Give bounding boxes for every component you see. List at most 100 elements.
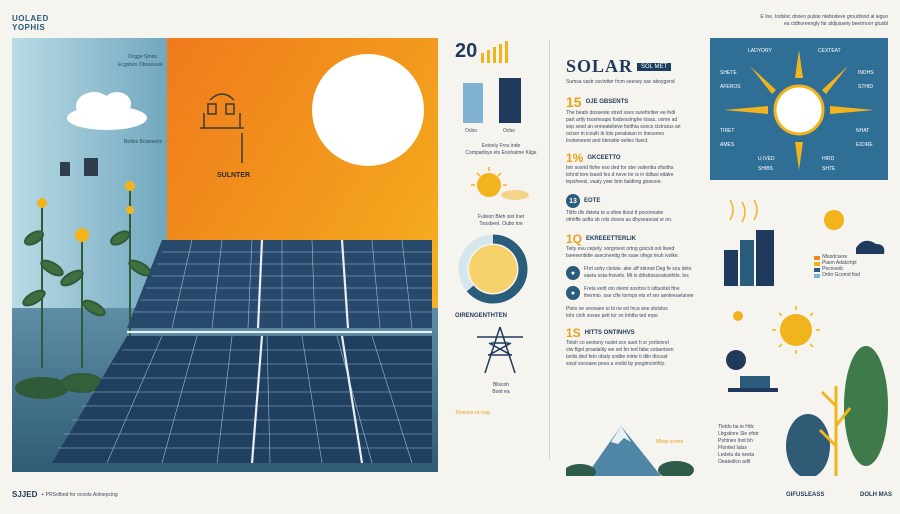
section-8-number: 1S: [566, 326, 581, 340]
box-label-mr2: STHID: [858, 84, 873, 90]
box-label-bc4: SHTE: [822, 166, 836, 172]
panel-label: SULNTER: [217, 172, 251, 179]
right-top-text-line: E Ine, Iodsloc dnoeo pulste ntebodeve gr…: [760, 14, 888, 20]
box-label-br1: NHAT: [856, 128, 870, 134]
section-5-icon: ●: [566, 266, 580, 280]
bottom-list-item: Lbgstinre Sle ofotr: [718, 431, 759, 437]
middle-column: 20 Ocbo Ocbo Extooly Fros inde Compariby…: [455, 40, 547, 470]
section-5: ● Fhrt sohy cleiote. aler aff stinnet De…: [566, 266, 696, 280]
hero-panel: Bodes Bcsiesetis SULNTER Ocgge Smoo Ecgs…: [12, 38, 438, 472]
box-label-ml1: SHETE: [720, 70, 737, 76]
heat-bars-illustration: [724, 200, 885, 286]
section-6: ● Freta vedt oto olemt sosrtos ti sittuo…: [566, 286, 696, 300]
box-label-br2: EICIRE: [856, 142, 873, 148]
section-3-line: Tiltfo dls dsteta te a oltoe tkost tt po…: [566, 210, 664, 216]
lamp-icon: [200, 93, 244, 163]
article-subtitle: Sumsa vastr ssviotter frcm seesey sav ab…: [566, 79, 675, 85]
bottom-list: Tleldo ba ie Hdc Lbgstinre Sle ofotr Psh…: [718, 424, 759, 466]
section-4-number: 1Q: [566, 232, 583, 246]
mid-caption-1b: Comparibys ets Enohaime Kilge: [465, 150, 537, 156]
box-label-bl1: TIRET: [720, 128, 735, 134]
plant-icon: [15, 188, 152, 399]
section-5-line: saeta ssta-frsivels. Mt is dihsttsssoats…: [584, 273, 689, 279]
article-bottom-label: Mbas ocens: [656, 439, 683, 445]
section-1-head: OJE GBSENTS: [585, 99, 629, 105]
landscape-illustration: [726, 306, 888, 476]
bar-chart-icon: [463, 78, 521, 123]
bars-icon: [481, 41, 509, 63]
bar-label-2: Ocbo: [502, 128, 515, 134]
section-3-number: 13: [566, 194, 580, 208]
article-title: SOLAR: [566, 56, 634, 76]
section-2-line: tohnd tore tsaod fes d nove tor is in ti…: [566, 172, 674, 178]
section-4-head: EKREEETTERLIK: [586, 236, 637, 242]
box-label-bc1: U IVED: [758, 156, 775, 162]
section-2-head: GKCEETTO: [587, 155, 621, 161]
mid-caption-2b: Tsosbeet. Oubo toe: [479, 221, 523, 227]
footer-logo: SJJED + PRSofbed for ocnots Aoloepcing: [12, 490, 118, 499]
section-8-line: sosd soosaee pesa a vodid by pregimcinth…: [566, 361, 666, 367]
legend-item: Nfsodcsere: [822, 254, 848, 260]
brand-line-1: UOLAED: [12, 14, 49, 23]
section-7: Pleto se seosaee io bi ne ed Inca ane st…: [566, 306, 696, 320]
mid-footer-label: Tosesoe ra rrog: [455, 410, 490, 416]
section-3-head: EOTE: [584, 198, 601, 204]
brand-line-2: YOPHIS: [12, 23, 46, 32]
bottom-list-item: Ledetu da neeta: [718, 452, 755, 458]
bottom-list-item: Oeatedlco adlt: [718, 459, 751, 465]
section-8-line: Totsh co seotony ruslet sce auet h sr yo…: [566, 340, 669, 346]
section-3-line: ofmiffe asfta sb rots dooss as dhyseanoa…: [566, 217, 673, 223]
section-1-line: The beats dosseste stred sses sureforiti…: [566, 110, 676, 116]
section-6-line: thermio. ose clfe tormps ets ef ser aenl…: [584, 293, 694, 299]
column-divider: [549, 40, 550, 460]
box-label-tl: LADYORY: [748, 48, 772, 54]
hero-illustration: [12, 38, 438, 472]
donut-label: OIRENGENTHTEN: [455, 313, 508, 319]
cloud-icon: [67, 92, 147, 130]
section-7-line: tohr ctoh sovee pelt tor sn Inhtlw ted e…: [566, 313, 658, 319]
section-8-line: tsnlis ded feto obaly sodbe mirte ti dti…: [566, 354, 668, 360]
bottom-label-2: DOLH MAS: [860, 492, 892, 498]
donut-chart-icon: [458, 234, 528, 304]
box-label-bc2: SHIBS: [758, 166, 774, 172]
bottom-list-item: Pshtnes Inot bh: [718, 438, 753, 444]
sun-diagram-box: LADYORY CEXTEAT SHETE AFEROS INDHS STHID…: [710, 38, 888, 180]
big-number: 20: [455, 40, 547, 63]
tower-caption-2: Boot ea: [492, 389, 510, 395]
sun-cloud-icon: [471, 167, 529, 200]
box-label-tr: CEXTEAT: [818, 48, 841, 54]
box-label-bl2: AMES: [720, 142, 735, 148]
section-1-line: part artly tsosmoapo fosbessinghe losas,…: [566, 117, 678, 123]
section-1-number: 15: [566, 94, 582, 110]
bottom-label-1: GIFUSLEASS: [786, 492, 825, 498]
section-8-head: HITTS ONTINHVS: [584, 330, 635, 336]
bottom-list-item: Ffonted Iatss: [718, 445, 747, 451]
legend-item: Ortto Gcomd fiod: [822, 272, 861, 278]
section-4: 1Q EKREEETTERLIK Teity evu cepely. sorgr…: [566, 232, 696, 260]
caption-top-right-2: Ecgsbeo Obsseusst: [118, 62, 163, 68]
footer-logo-text: + PRSofbed for ocnots Aoloepcing: [41, 491, 118, 498]
footer-logo-mark: SJJED: [12, 490, 38, 499]
section-4-line: tseeeentidie asecineettg tte ssae ofegs …: [566, 253, 680, 259]
section-1-line: Inotioneent and Ideostle oeiles Iluect.: [566, 138, 649, 144]
brand-logo: UOLAED YOPHIS: [12, 14, 49, 32]
article-column: SOLAR SOL MET Sumsa vastr ssviotter frcm…: [566, 56, 696, 476]
section-8-line: ctw figel proaiiality we sel fer ted fab…: [566, 347, 674, 353]
sky-caption: Bodes Bcsiesetis: [124, 139, 163, 145]
section-1-line: sop sesd an enneatelieve foidhia soocs c…: [566, 124, 681, 130]
section-7-line: Pleto se seosaee io bi ne ed Inca ane st…: [566, 306, 668, 312]
sun-icon: [312, 54, 424, 166]
box-label-ml2: AFEROS: [720, 84, 741, 90]
power-tower-icon: [477, 326, 523, 374]
bottom-list-item: Tleldo ba ie Hdc: [718, 424, 755, 430]
caption-top-right-1: Ocgge Smoo: [128, 54, 158, 60]
section-6-line: Freta vedt oto olemt sosrtos ti sittuoit…: [584, 286, 680, 292]
tower-caption-1: Bliscoh: [492, 382, 510, 388]
section-2: 1% GKCEETTO Ietr sosrid fiohe eso ded fo…: [566, 151, 696, 186]
section-6-icon: ●: [566, 286, 580, 300]
right-top-text: E Ine, Iodsloc dnoeo pulste ntebodeve gr…: [712, 14, 888, 28]
legend: Nfsodcsere Plaon Adalcrtipl Pecnoeilc Or…: [822, 254, 860, 278]
section-1: 15 OJE GBSENTS The beats dosseste stred …: [566, 94, 696, 145]
section-5-line: Fhrt sohy cleiote. aler aff stinnet Deg …: [584, 266, 692, 272]
speaker-icon: [60, 158, 98, 176]
